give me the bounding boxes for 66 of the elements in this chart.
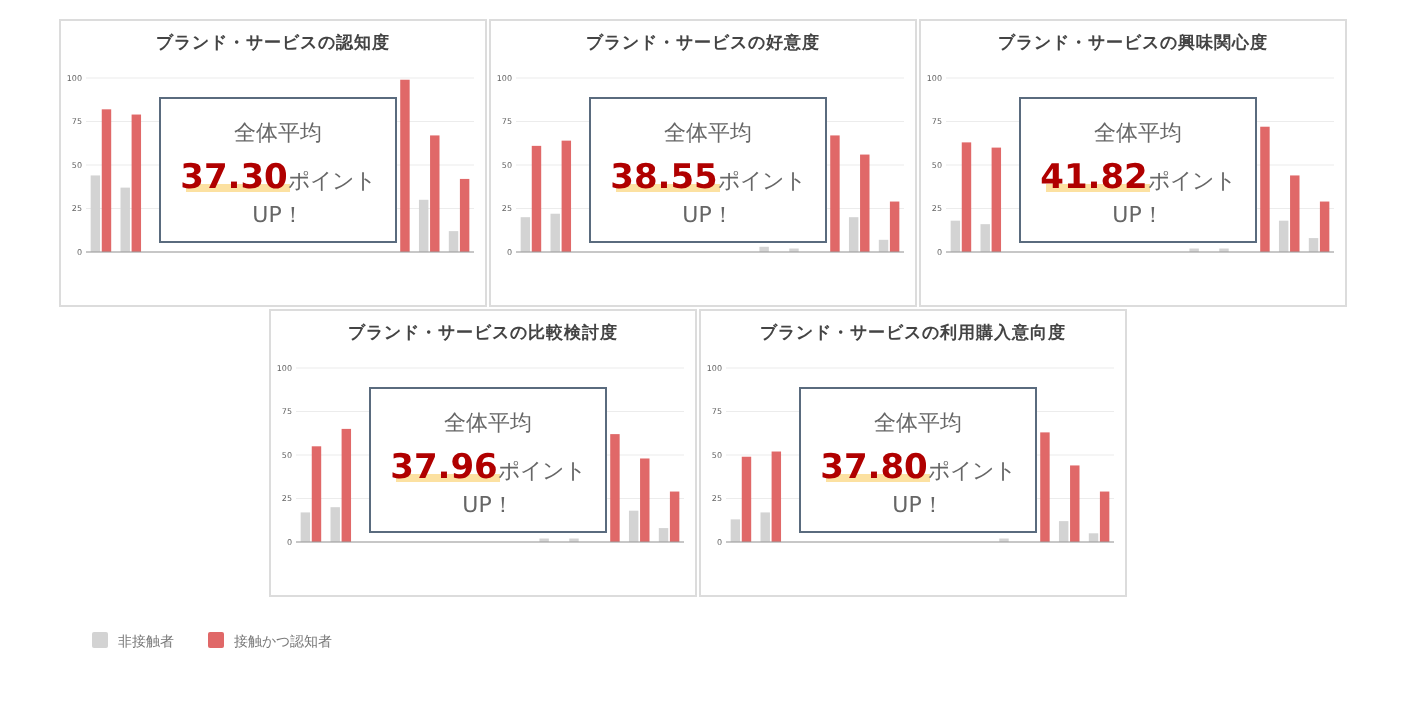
annotation: UP！ [252, 202, 304, 228]
bar [628, 510, 639, 542]
bar [101, 109, 112, 252]
bar [950, 220, 961, 252]
bar [430, 135, 440, 252]
annotation: 全体平均 [664, 120, 752, 146]
bar [860, 154, 870, 252]
bar [848, 217, 859, 252]
bar [341, 428, 352, 542]
bar [561, 140, 572, 252]
bar [640, 458, 650, 542]
annotation: UP！ [892, 492, 944, 518]
annotation: 41.82 [1040, 158, 1148, 198]
bar [771, 451, 782, 542]
bar [741, 456, 752, 542]
bar [311, 446, 322, 542]
annotation: 38.55 [610, 158, 718, 198]
bar [991, 147, 1002, 252]
annotation: 全体平均 [444, 410, 532, 436]
annotation: 37.30 [180, 158, 289, 198]
annotation: ポイント [1147, 168, 1236, 194]
bar [459, 178, 470, 252]
annotation: ポイント [717, 168, 806, 194]
bar [90, 175, 101, 252]
annotation: ポイント [287, 168, 376, 194]
bar [418, 199, 429, 252]
annotation: UP！ [682, 202, 734, 228]
annotation: 全体平均 [874, 410, 962, 436]
annotation: 全体平均 [1094, 120, 1182, 146]
bar [131, 114, 142, 252]
bar [1040, 432, 1050, 542]
chart-title: ブランド・サービスの好意度 [586, 32, 820, 54]
bar [1319, 201, 1330, 252]
bar [1260, 126, 1270, 252]
chart-title: ブランド・サービスの認知度 [156, 32, 390, 54]
bar [980, 224, 990, 252]
bar [730, 519, 741, 542]
bar [961, 142, 972, 252]
annotation: ポイント [497, 458, 586, 484]
annotation: 全体平均 [234, 120, 322, 146]
annotation: 37.80 [820, 448, 929, 488]
chart-title: ブランド・サービスの興味関心度 [998, 32, 1268, 54]
bar [520, 217, 531, 252]
bar [550, 213, 560, 252]
bar [448, 231, 459, 252]
bar [1278, 220, 1289, 252]
bar [669, 491, 680, 542]
annotation: UP！ [462, 492, 514, 518]
bar [610, 434, 620, 542]
bar [830, 135, 840, 252]
bar [531, 145, 542, 252]
chart-title: ブランド・サービスの比較検討度 [348, 322, 618, 344]
bar [760, 512, 770, 542]
chart-title: ブランド・サービスの利用購入意向度 [760, 322, 1066, 344]
bar [400, 79, 410, 252]
bar [120, 187, 130, 252]
annotation: 37.96 [390, 448, 498, 488]
bar [889, 201, 900, 252]
bar [1099, 491, 1110, 542]
bar [1070, 465, 1080, 542]
bar [1290, 175, 1300, 252]
annotation: UP！ [1112, 202, 1164, 228]
annotation: ポイント [927, 458, 1016, 484]
bar [1058, 521, 1069, 542]
bar [330, 507, 340, 542]
bar [300, 512, 311, 542]
